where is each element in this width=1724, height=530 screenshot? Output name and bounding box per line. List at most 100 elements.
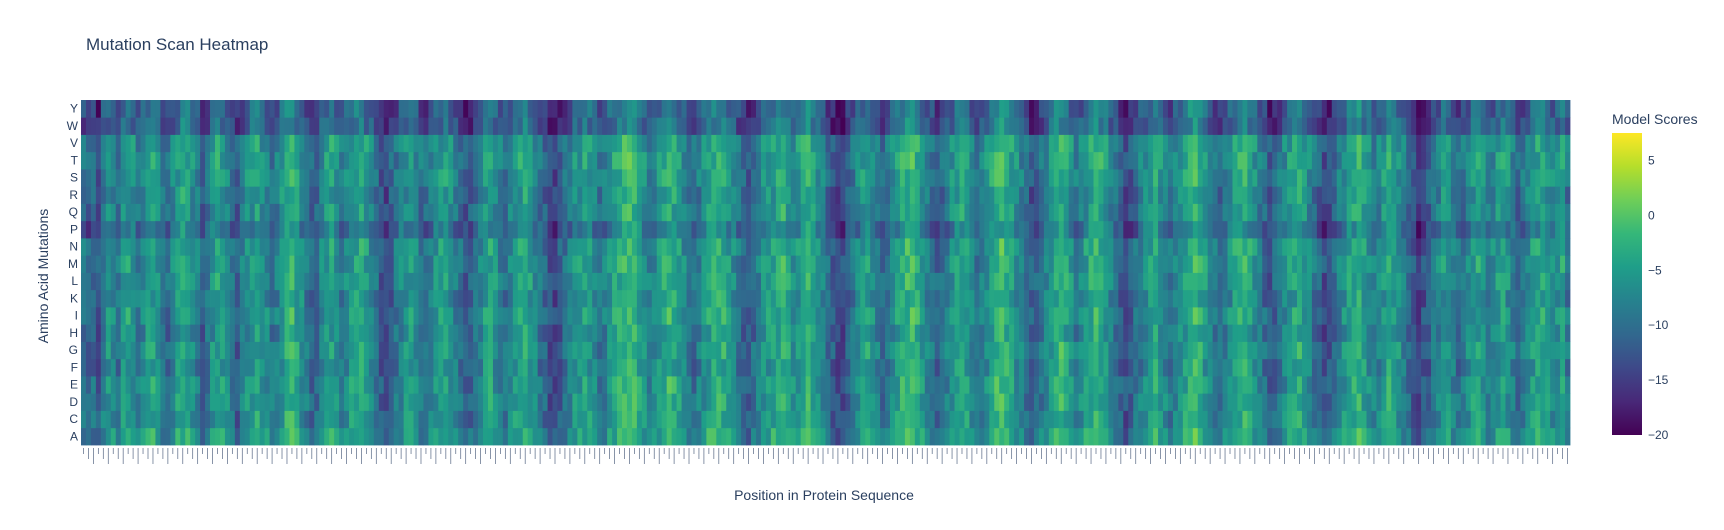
heatmap-cell [899, 358, 906, 377]
heatmap-cell [1058, 100, 1065, 118]
heatmap-cell [984, 393, 990, 411]
heatmap-cell [368, 427, 375, 446]
heatmap-cell [349, 376, 355, 394]
heatmap-cell [334, 324, 340, 342]
heatmap-cell [1182, 307, 1189, 325]
heatmap-cell [1252, 341, 1258, 360]
heatmap-cell [1267, 186, 1273, 204]
heatmap-cell [398, 186, 405, 204]
heatmap-cell [865, 238, 871, 256]
heatmap-cell [572, 186, 578, 204]
heatmap-cell [81, 427, 87, 446]
heatmap-cell [403, 272, 409, 291]
heatmap-cell [552, 341, 558, 360]
heatmap-cell [1301, 117, 1308, 135]
heatmap-cell [701, 117, 707, 135]
heatmap-cell [358, 169, 365, 187]
heatmap-cell [254, 307, 261, 325]
heatmap-cell [751, 272, 757, 291]
heatmap-cell [989, 255, 995, 273]
heatmap-cell [1267, 427, 1273, 446]
heatmap-cell [1163, 427, 1169, 446]
heatmap-cell [964, 427, 970, 446]
heatmap-cell [929, 289, 936, 308]
heatmap-cell [567, 427, 573, 446]
heatmap-cell [1138, 341, 1144, 360]
heatmap-cell [244, 272, 251, 291]
heatmap-cell [170, 410, 176, 429]
heatmap-cell [691, 358, 697, 377]
heatmap-cell [1217, 272, 1223, 291]
heatmap-cell [711, 169, 717, 187]
heatmap-cell [850, 410, 856, 429]
heatmap-cell [249, 324, 256, 342]
heatmap-cell [1287, 220, 1293, 239]
heatmap-cell [537, 427, 543, 446]
heatmap-cell [567, 255, 573, 273]
heatmap-cell [666, 203, 673, 222]
heatmap-cell [666, 272, 673, 291]
heatmap-cell [393, 341, 400, 360]
heatmap-cell [254, 134, 261, 153]
heatmap-cell [155, 289, 161, 308]
heatmap-cell [145, 341, 151, 360]
heatmap-cell [1272, 410, 1278, 429]
heatmap-cell [512, 341, 519, 360]
heatmap-cell [1237, 376, 1243, 394]
heatmap-cell [264, 427, 270, 446]
heatmap-cell [741, 238, 747, 256]
heatmap-cell [487, 255, 494, 273]
heatmap-cell [185, 410, 191, 429]
heatmap-cell [190, 186, 196, 204]
heatmap-cell [1282, 307, 1288, 325]
heatmap-cell [1053, 393, 1060, 411]
heatmap-cell [269, 393, 275, 411]
heatmap-cell [880, 203, 886, 222]
heatmap-cell [1177, 393, 1184, 411]
heatmap-cell [314, 358, 320, 377]
heatmap-cell [398, 341, 405, 360]
heatmap-cell [1143, 393, 1149, 411]
heatmap-cell [726, 186, 732, 204]
heatmap-cell [1192, 134, 1199, 153]
heatmap-cell [1187, 307, 1194, 325]
heatmap-cell [1029, 186, 1035, 204]
heatmap-cell [522, 410, 529, 429]
heatmap-cell [999, 134, 1005, 153]
heatmap-cell [135, 307, 141, 325]
heatmap-cell [696, 151, 702, 170]
heatmap-cell [1207, 427, 1214, 446]
heatmap-cell [1267, 255, 1273, 273]
heatmap-cell [656, 358, 663, 377]
heatmap-cell [1098, 427, 1104, 446]
heatmap-cell [334, 220, 340, 239]
heatmap-cell [249, 427, 256, 446]
heatmap-cell [1078, 100, 1084, 118]
heatmap-cell [795, 393, 802, 411]
heatmap-cell [492, 324, 499, 342]
heatmap-cell [483, 203, 489, 222]
heatmap-cell [676, 169, 682, 187]
heatmap-cell [885, 393, 891, 411]
heatmap-cell [1058, 376, 1065, 394]
heatmap-cell [691, 100, 697, 118]
heatmap-cell [363, 427, 370, 446]
heatmap-cell [448, 307, 454, 325]
heatmap-cell [239, 289, 246, 308]
heatmap-cell [145, 393, 151, 411]
heatmap-cell [602, 410, 608, 429]
heatmap-cell [582, 151, 588, 170]
heatmap-cell [135, 341, 141, 360]
heatmap-cell [205, 117, 211, 135]
heatmap-cell [105, 358, 112, 377]
heatmap-cell [373, 376, 380, 394]
heatmap-cell [1024, 307, 1030, 325]
heatmap-cell [200, 238, 206, 256]
heatmap-cell [254, 427, 261, 446]
heatmap-cell [284, 151, 290, 170]
heatmap-cell [765, 134, 772, 153]
heatmap-cell [344, 376, 350, 394]
heatmap-cell [140, 358, 146, 377]
heatmap-cell [979, 169, 985, 187]
heatmap-cell [661, 255, 668, 273]
